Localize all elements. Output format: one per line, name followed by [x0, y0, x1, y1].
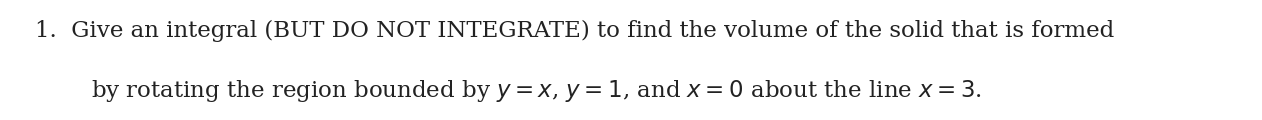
Text: by rotating the region bounded by $y = x$, $y = 1$, and $x = 0$ about the line $: by rotating the region bounded by $y = x…	[91, 78, 982, 104]
Text: 1.  Give an integral (BUT DO NOT INTEGRATE) to find the volume of the solid that: 1. Give an integral (BUT DO NOT INTEGRAT…	[35, 20, 1114, 42]
